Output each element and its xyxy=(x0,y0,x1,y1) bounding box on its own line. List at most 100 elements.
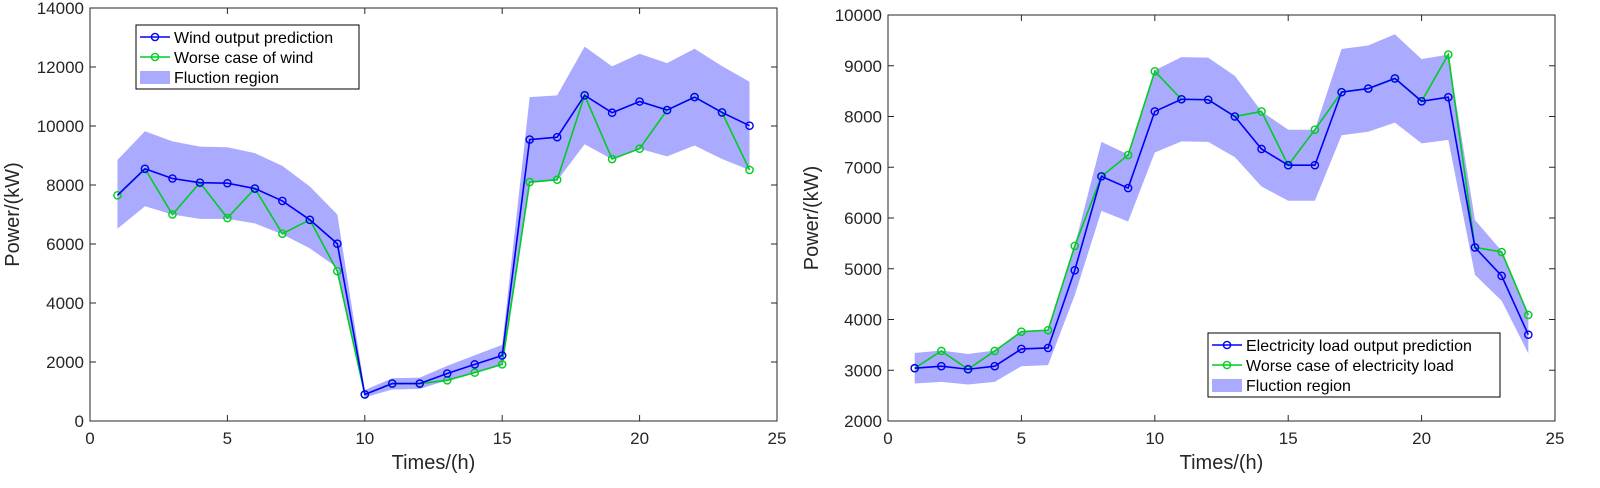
right-chart: 0 5 10 15 20 25 2000 3000 4000 5000 6000 7000 8000 90… xyxy=(801,6,1564,474)
worse-case-point xyxy=(1257,107,1266,116)
prediction-point xyxy=(1337,87,1346,97)
y-tick-label: 14000 xyxy=(37,0,84,18)
prediction-point xyxy=(1443,92,1453,102)
x-tick-label: 20 xyxy=(1412,429,1431,448)
worse-case-point xyxy=(745,165,754,175)
prediction-point xyxy=(1123,183,1133,193)
worse-case-point xyxy=(333,266,342,276)
legend: Wind output prediction Worse case of wind… xyxy=(135,24,360,90)
prediction-point xyxy=(1230,112,1240,121)
y-tick-label: 6000 xyxy=(844,209,882,228)
worse-case-point xyxy=(1017,327,1026,336)
prediction-point xyxy=(635,97,644,106)
y-tick-label: 4000 xyxy=(46,294,84,313)
worse-case-point xyxy=(113,191,122,200)
prediction-point xyxy=(140,164,150,174)
worse-case-point xyxy=(552,175,562,184)
legend-marker-swatch xyxy=(1222,340,1232,350)
prediction-point xyxy=(1097,172,1106,181)
prediction-line xyxy=(116,94,750,396)
prediction-point xyxy=(1257,144,1266,154)
worse-case-point xyxy=(497,360,507,369)
y-tick-label: 2000 xyxy=(844,412,882,431)
x-tick-label: 15 xyxy=(1279,429,1298,448)
worse-case-point xyxy=(990,346,1000,356)
prediction-point xyxy=(1363,84,1373,93)
x-tick-label: 20 xyxy=(630,429,649,448)
prediction-point xyxy=(963,364,973,374)
prediction-point xyxy=(387,379,397,388)
prediction-point xyxy=(552,132,562,142)
prediction-point xyxy=(1203,95,1213,105)
x-tick-label: 10 xyxy=(1145,429,1164,448)
y-tick-label: 10000 xyxy=(37,117,84,136)
prediction-point xyxy=(168,174,177,183)
worse-case-point xyxy=(1310,125,1320,134)
prediction-point xyxy=(1043,343,1053,353)
legend-entry: Wind output prediction xyxy=(174,30,333,47)
y-tick-label: 7000 xyxy=(844,158,882,177)
legend-entry: Fluction region xyxy=(1246,378,1351,395)
prediction-point xyxy=(1417,96,1426,106)
worse-case-point xyxy=(1150,67,1160,76)
worse-case-point xyxy=(1070,241,1080,251)
prediction-point xyxy=(1177,94,1186,104)
worse-case-point xyxy=(278,229,287,238)
prediction-point xyxy=(442,369,452,378)
prediction-point xyxy=(1470,243,1480,252)
x-tick-label: 5 xyxy=(1017,429,1026,448)
legend-entry: Fluction region xyxy=(174,70,279,87)
prediction-point xyxy=(278,196,287,206)
x-axis-label: Times/(h) xyxy=(392,452,476,474)
worse-case-point xyxy=(470,368,480,377)
worse-case-point xyxy=(1443,50,1453,59)
prediction-point xyxy=(910,363,919,373)
worse-case-point xyxy=(223,213,232,223)
x-axis-label: Times/(h) xyxy=(1180,452,1264,474)
x-tick-label: 5 xyxy=(223,429,232,448)
legend-entry: Worse case of electricity load xyxy=(1246,358,1454,375)
prediction-point xyxy=(937,361,946,371)
prediction-point xyxy=(1150,107,1160,116)
y-tick-label: 8000 xyxy=(844,108,882,127)
prediction-point xyxy=(195,178,205,187)
prediction-point xyxy=(250,184,260,193)
x-tick-label: 15 xyxy=(493,429,512,448)
worse-case-point xyxy=(607,154,617,164)
fluction-region-band xyxy=(117,46,750,398)
legend-entry: Electricity load output prediction xyxy=(1246,338,1472,355)
y-axis-label: Power/(kW) xyxy=(2,162,24,266)
prediction-point xyxy=(360,390,370,399)
legend-box xyxy=(1207,332,1501,398)
prediction-point xyxy=(580,91,589,100)
prediction-point xyxy=(1017,344,1026,354)
y-tick-label: 12000 xyxy=(37,58,84,77)
prediction-point xyxy=(1390,74,1400,83)
prediction-point xyxy=(1283,160,1293,170)
prediction-point xyxy=(1070,265,1080,275)
worse-case-line xyxy=(116,93,751,396)
prediction-point xyxy=(717,108,727,117)
worse-case-point xyxy=(1524,310,1533,320)
left-chart: 0 5 10 15 20 25 0 2000 4000 6000 8000 10000 12000 140… xyxy=(2,0,786,474)
y-tick-label: 2000 xyxy=(46,353,84,372)
legend-band-swatch xyxy=(140,71,170,84)
prediction-point xyxy=(690,92,699,102)
x-tick-label: 0 xyxy=(883,429,892,448)
prediction-point xyxy=(497,351,507,360)
worse-case-point xyxy=(1043,325,1053,335)
x-tick-label: 10 xyxy=(355,429,374,448)
y-tick-label: 8000 xyxy=(46,176,84,195)
legend-band-swatch xyxy=(1212,379,1242,392)
prediction-point xyxy=(662,105,672,115)
x-tick-label: 25 xyxy=(1546,429,1565,448)
prediction-point xyxy=(415,379,425,388)
prediction-point xyxy=(223,178,232,188)
legend-marker-swatch xyxy=(150,52,160,62)
prediction-point xyxy=(607,108,617,118)
worse-case-point xyxy=(937,346,946,356)
y-axis-label: Power/(kW) xyxy=(801,166,823,270)
prediction-point xyxy=(745,121,754,131)
legend: Electricity load output prediction Worse … xyxy=(1207,332,1501,398)
